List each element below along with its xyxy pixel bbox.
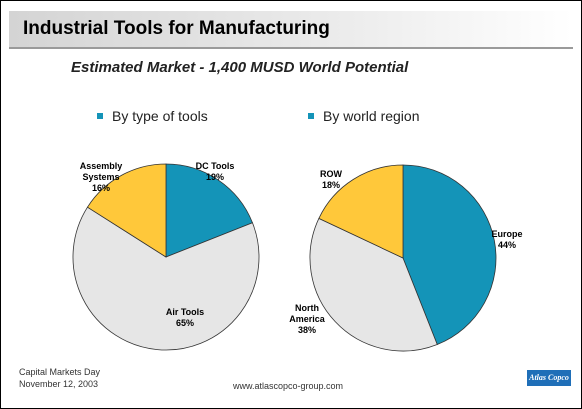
category-label: DC Tools <box>185 161 245 172</box>
footer-url: www.atlascopco-group.com <box>233 381 343 391</box>
value-label: 19% <box>185 172 245 183</box>
logo: Atlas Copco <box>527 370 571 386</box>
value-label: 44% <box>479 240 535 251</box>
category-label: Air Tools <box>165 307 205 318</box>
footer-event: Capital Markets Day <box>19 367 100 377</box>
category-label: Europe <box>479 229 535 240</box>
category-label: Assembly Systems <box>61 161 141 183</box>
value-label: 16% <box>61 183 141 194</box>
slide: Industrial Tools for Manufacturing Estim… <box>0 0 582 409</box>
footer-date: November 12, 2003 <box>19 379 98 389</box>
value-label: 18% <box>311 180 351 191</box>
category-label: ROW <box>311 169 351 180</box>
category-label: North America <box>279 303 335 325</box>
pies <box>1 1 581 408</box>
value-label: 38% <box>279 325 335 336</box>
value-label: 65% <box>165 318 205 329</box>
